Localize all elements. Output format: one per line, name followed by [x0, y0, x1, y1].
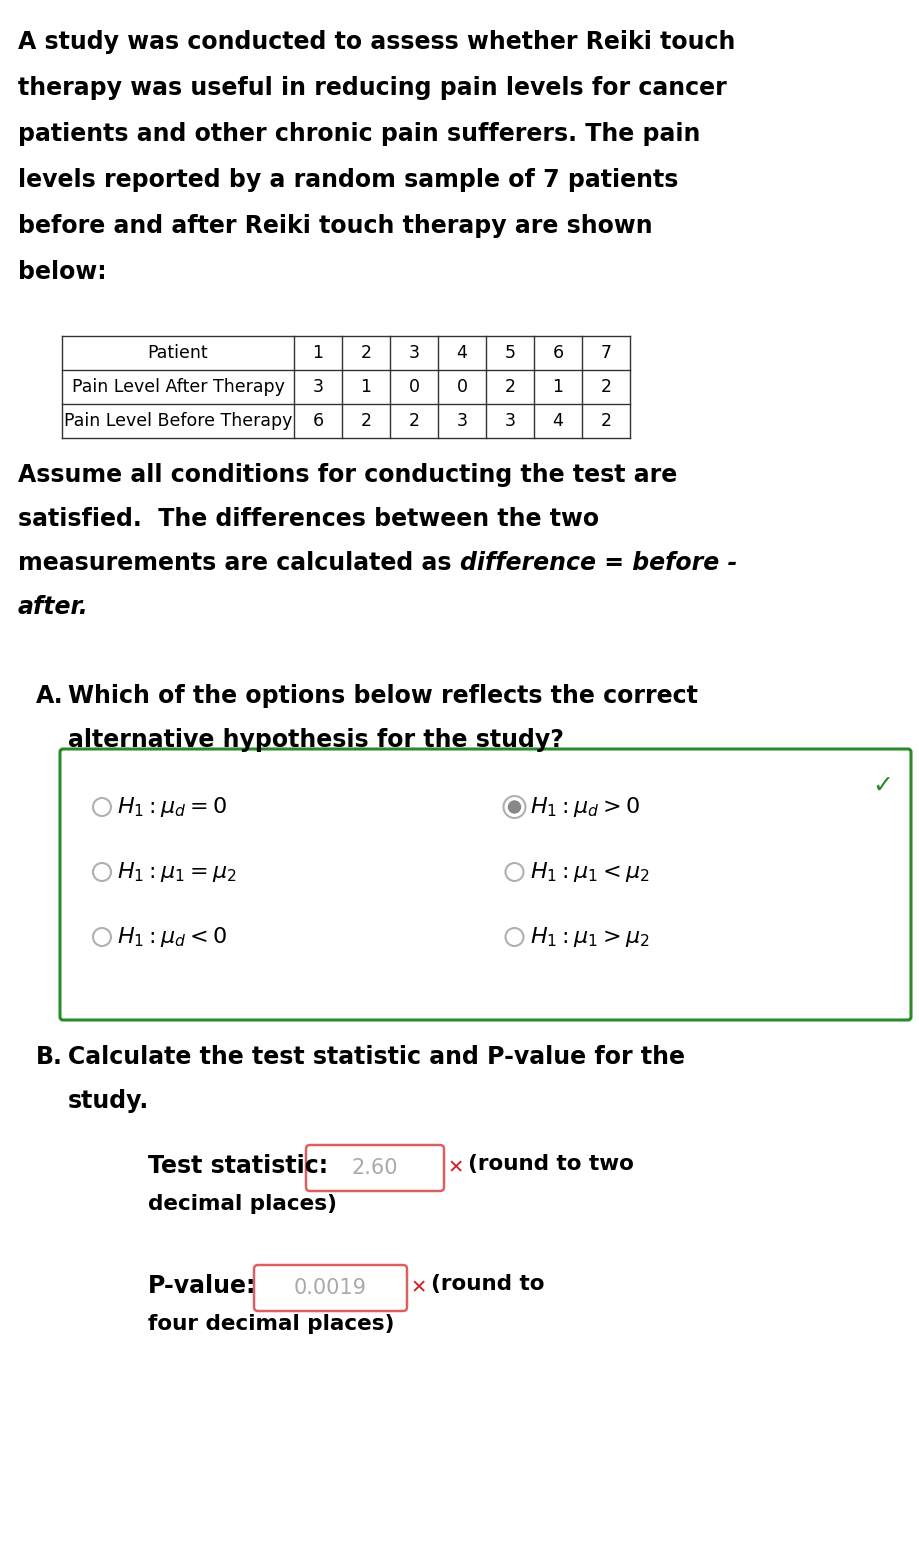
Text: 4: 4 — [552, 412, 562, 430]
Text: Test statistic:: Test statistic: — [148, 1154, 328, 1179]
Text: below:: below: — [18, 259, 107, 284]
Text: 2: 2 — [408, 412, 419, 430]
Text: 3: 3 — [456, 412, 467, 430]
Text: 2: 2 — [504, 377, 515, 396]
Text: 0: 0 — [408, 377, 419, 396]
Text: 2.60: 2.60 — [351, 1159, 398, 1179]
Text: 2: 2 — [600, 412, 611, 430]
Text: A.: A. — [36, 683, 63, 708]
Text: B.: B. — [36, 1045, 62, 1068]
Text: $H_1 : \mu_1 = \mu_2$: $H_1 : \mu_1 = \mu_2$ — [117, 860, 236, 884]
Text: satisfied.  The differences between the two: satisfied. The differences between the t… — [18, 506, 598, 531]
Text: 4: 4 — [456, 345, 467, 362]
Text: 3: 3 — [312, 377, 323, 396]
Text: 2: 2 — [600, 377, 611, 396]
Text: 6: 6 — [312, 412, 323, 430]
Text: 7: 7 — [600, 345, 611, 362]
Text: 3: 3 — [504, 412, 515, 430]
Circle shape — [508, 801, 520, 814]
Text: ✓: ✓ — [871, 773, 892, 798]
Text: 3: 3 — [408, 345, 419, 362]
FancyBboxPatch shape — [254, 1266, 406, 1311]
Text: ✕: ✕ — [411, 1278, 427, 1297]
Text: alternative hypothesis for the study?: alternative hypothesis for the study? — [68, 728, 563, 752]
Text: P-value:: P-value: — [148, 1273, 256, 1298]
Text: $H_1 : \mu_d = 0$: $H_1 : \mu_d = 0$ — [117, 795, 227, 818]
Text: Calculate the test statistic and P-value for the: Calculate the test statistic and P-value… — [68, 1045, 685, 1068]
Text: therapy was useful in reducing pain levels for cancer: therapy was useful in reducing pain leve… — [18, 76, 726, 99]
Text: patients and other chronic pain sufferers. The pain: patients and other chronic pain sufferer… — [18, 123, 699, 146]
Text: study.: study. — [68, 1089, 149, 1114]
Text: $H_1 : \mu_1 < \mu_2$: $H_1 : \mu_1 < \mu_2$ — [529, 860, 649, 884]
Text: 2: 2 — [360, 345, 371, 362]
Text: 1: 1 — [552, 377, 563, 396]
Text: measurements are calculated as: measurements are calculated as — [18, 551, 460, 575]
Text: (round to: (round to — [430, 1273, 544, 1294]
Text: $H_1 : \mu_d < 0$: $H_1 : \mu_d < 0$ — [117, 926, 227, 949]
Text: $H_1 : \mu_d > 0$: $H_1 : \mu_d > 0$ — [529, 795, 639, 818]
Text: Pain Level After Therapy: Pain Level After Therapy — [72, 377, 284, 396]
Text: after.: after. — [18, 595, 88, 620]
Text: A study was conducted to assess whether Reiki touch: A study was conducted to assess whether … — [18, 30, 734, 54]
FancyBboxPatch shape — [60, 749, 910, 1020]
Text: Which of the options below reflects the correct: Which of the options below reflects the … — [68, 683, 698, 708]
Text: Pain Level Before Therapy: Pain Level Before Therapy — [63, 412, 292, 430]
Text: levels reported by a random sample of 7 patients: levels reported by a random sample of 7 … — [18, 168, 677, 193]
Text: 6: 6 — [551, 345, 563, 362]
Text: Assume all conditions for conducting the test are: Assume all conditions for conducting the… — [18, 463, 676, 488]
Text: decimal places): decimal places) — [148, 1194, 336, 1214]
Text: 1: 1 — [312, 345, 323, 362]
Text: (round to two: (round to two — [468, 1154, 633, 1174]
Text: 0: 0 — [456, 377, 467, 396]
Text: difference = before -: difference = before - — [460, 551, 736, 575]
Text: 2: 2 — [360, 412, 371, 430]
Text: Patient: Patient — [148, 345, 208, 362]
Text: four decimal places): four decimal places) — [148, 1314, 394, 1334]
Text: 1: 1 — [360, 377, 371, 396]
Text: 0.0019: 0.0019 — [294, 1278, 367, 1298]
Text: ✕: ✕ — [448, 1159, 464, 1177]
Text: before and after Reiki touch therapy are shown: before and after Reiki touch therapy are… — [18, 214, 652, 238]
FancyBboxPatch shape — [306, 1145, 444, 1191]
Text: 5: 5 — [504, 345, 515, 362]
Text: $H_1 : \mu_1 > \mu_2$: $H_1 : \mu_1 > \mu_2$ — [529, 926, 649, 949]
